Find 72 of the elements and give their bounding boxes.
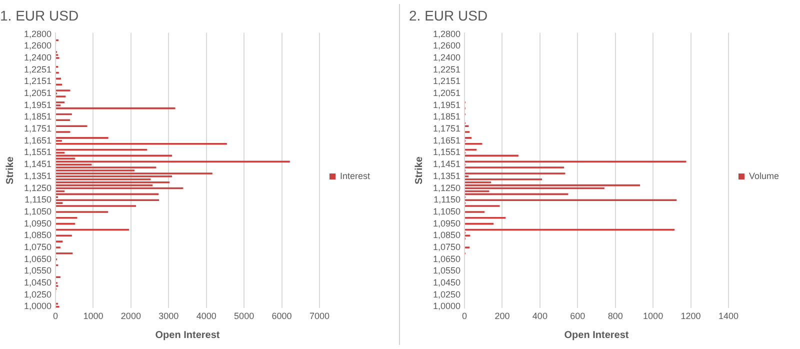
y-tick-label: 1,1751 <box>24 124 52 134</box>
y-tick-label: 1,2051 <box>24 88 52 98</box>
y-tick-label: 1,1951 <box>24 100 52 110</box>
y-tick-label: 1,1551 <box>432 147 461 158</box>
x-tick-label: 0 <box>462 311 468 322</box>
y-tick-label: 1,0250 <box>432 289 461 300</box>
y-tick-label: 1,2051 <box>432 88 461 98</box>
y-tick-label: 1,1551 <box>24 147 52 158</box>
x-tick-label: 1200 <box>680 311 701 322</box>
y-tick-label: 1,1851 <box>24 112 52 122</box>
y-tick-label: 1,0950 <box>432 218 461 228</box>
y-tick-label: 1,1451 <box>432 159 461 170</box>
x-tick-label: 7000 <box>309 311 330 322</box>
x-tick-label: 1000 <box>83 311 104 322</box>
x-tick-label: 400 <box>532 311 548 322</box>
y-axis-title: Strike <box>4 156 16 184</box>
x-tick-label: 1400 <box>718 311 738 322</box>
y-tick-label: 1,1050 <box>432 206 461 216</box>
y-tick-label: 1,0850 <box>432 230 461 240</box>
legend-label: Interest <box>340 170 370 181</box>
y-tick-label: 1,0850 <box>24 230 52 240</box>
y-tick-label: 1,2800 <box>432 28 461 39</box>
x-tick-label: 600 <box>570 311 586 322</box>
x-tick-label: 2000 <box>120 311 141 322</box>
y-tick-label: 1,1351 <box>24 170 52 181</box>
y-tick-label: 1,0450 <box>432 278 461 288</box>
y-tick-label: 1,1351 <box>432 170 461 181</box>
x-tick-label: 1000 <box>643 311 664 322</box>
y-tick-label: 1,1651 <box>24 135 52 146</box>
y-tick-label: 1,0550 <box>24 266 52 276</box>
y-tick-label: 1,0550 <box>432 266 461 276</box>
y-tick-label: 1,0650 <box>432 254 461 264</box>
x-tick-label: 3000 <box>158 311 179 322</box>
y-tick-label: 1,2251 <box>24 64 52 74</box>
y-tick-label: 1,1250 <box>432 182 461 193</box>
y-tick-label: 1,0750 <box>432 242 461 252</box>
y-tick-label: 1,0000 <box>24 301 52 312</box>
x-tick-label: 800 <box>608 311 623 322</box>
y-tick-label: 1,1150 <box>434 194 461 205</box>
y-tick-label: 1,0950 <box>24 218 52 228</box>
y-tick-label: 1,0750 <box>24 242 52 252</box>
y-tick-label: 1,2400 <box>24 52 52 62</box>
x-axis-title: Open Interest <box>155 330 220 341</box>
y-tick-label: 1,0000 <box>432 301 461 312</box>
chart-title: 1. EUR USD <box>0 7 79 24</box>
y-tick-label: 1,1751 <box>432 124 461 134</box>
y-tick-label: 1,2151 <box>432 76 461 86</box>
x-tick-label: 6000 <box>272 311 292 322</box>
x-tick-label: 4000 <box>196 311 216 322</box>
y-tick-label: 1,2600 <box>24 40 52 51</box>
y-tick-label: 1,2151 <box>24 76 52 86</box>
y-tick-label: 1,1150 <box>24 194 52 205</box>
y-tick-label: 1,2400 <box>432 52 461 62</box>
y-tick-label: 1,1851 <box>432 112 461 122</box>
y-tick-label: 1,1451 <box>24 159 52 170</box>
x-axis-title: Open Interest <box>564 330 630 341</box>
y-tick-label: 1,1050 <box>24 206 52 216</box>
y-tick-label: 1,1951 <box>432 100 461 110</box>
y-tick-label: 1,0450 <box>24 278 52 288</box>
y-tick-label: 1,0250 <box>24 289 52 300</box>
y-tick-label: 1,1651 <box>432 135 461 146</box>
x-tick-label: 0 <box>53 311 58 322</box>
y-tick-label: 1,0650 <box>24 254 52 264</box>
y-tick-label: 1,2800 <box>24 28 52 39</box>
y-tick-label: 1,2251 <box>432 64 461 74</box>
x-tick-label: 5000 <box>234 311 254 322</box>
y-axis-title: Strike <box>414 156 425 184</box>
y-tick-label: 1,2600 <box>432 40 461 51</box>
legend-label: Volume <box>748 170 780 181</box>
x-tick-label: 200 <box>494 311 510 322</box>
chart-title: 2. EUR USD <box>409 7 488 24</box>
y-tick-label: 1,1250 <box>24 182 52 193</box>
